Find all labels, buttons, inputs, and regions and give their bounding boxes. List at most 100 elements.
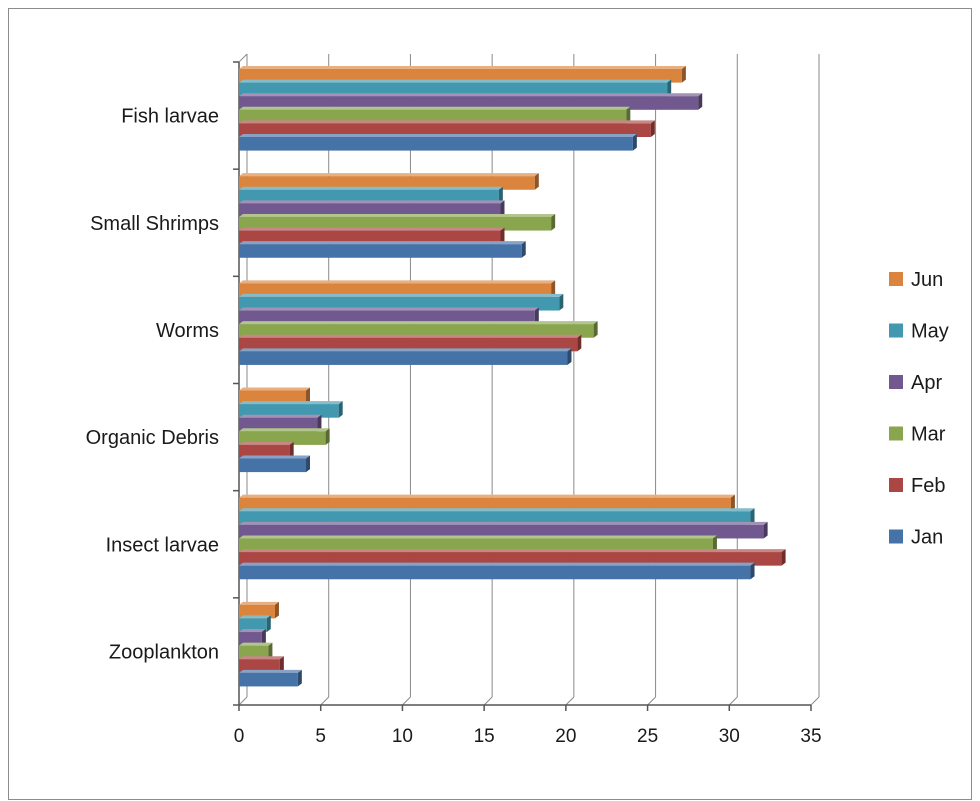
bar-may — [239, 615, 271, 633]
bar-top-face — [239, 280, 556, 284]
bar-front-face — [239, 69, 682, 83]
bar-front-face — [239, 511, 751, 525]
bar-feb — [239, 334, 582, 352]
legend-label: Apr — [911, 372, 942, 394]
bar-top-face — [239, 120, 655, 124]
legend-item-feb: Feb — [889, 475, 945, 497]
bar-top-face — [239, 428, 330, 432]
bar-end-face — [266, 615, 271, 633]
bar-feb — [239, 656, 284, 673]
bar-end-face — [289, 441, 294, 459]
bar-top-face — [239, 213, 556, 217]
category-label: Organic Debris — [86, 427, 219, 449]
bar-top-face — [239, 562, 755, 566]
category-labels: Zooplankton Insect larvae Organic Debris Wo… — [86, 106, 219, 664]
bar-top-face — [239, 642, 273, 646]
x-axis-ticks: 0 5 10 15 20 25 30 35 — [234, 705, 822, 747]
y-axis-depth-top — [238, 53, 248, 63]
bar-top-face — [239, 348, 572, 352]
category-label: Insect larvae — [106, 534, 219, 556]
bar-front-face — [239, 524, 764, 539]
bar-end-face — [274, 601, 279, 619]
bar-jun — [239, 280, 556, 297]
bar-top-face — [239, 508, 755, 512]
bar-top-face — [239, 441, 294, 445]
bar-top-face — [239, 494, 735, 498]
bar-may — [239, 508, 755, 525]
bar-top-face — [239, 387, 311, 391]
bar-mar — [239, 535, 717, 553]
bar-apr — [239, 521, 768, 539]
x-tick-label: 20 — [555, 726, 576, 747]
bar-top-face — [239, 535, 717, 539]
bar-end-face — [534, 307, 539, 325]
bar-top-face — [239, 227, 505, 231]
bar-top-face — [239, 186, 503, 190]
bar-end-face — [268, 642, 273, 660]
category-label: Worms — [156, 320, 219, 342]
bar-front-face — [239, 96, 699, 110]
bar-end-face — [750, 562, 755, 580]
bar-front-face — [239, 458, 307, 473]
floor-gridline — [402, 696, 411, 706]
axes — [233, 53, 811, 706]
legend-item-may: May — [889, 321, 949, 343]
bar-front-face — [239, 82, 668, 97]
bar-top-face — [239, 669, 302, 673]
bar-end-face — [500, 200, 505, 217]
bar-mar — [239, 106, 631, 124]
bar-front-face — [239, 390, 307, 405]
bar-front-face — [239, 283, 552, 297]
bar-top-face — [239, 334, 582, 338]
bar-front-face — [239, 497, 731, 512]
bar-jan — [239, 134, 637, 151]
bar-end-face — [498, 186, 503, 204]
x-tick-label: 25 — [637, 726, 658, 747]
legend: Jun May Apr Mar Feb Jan — [889, 269, 949, 549]
bar-end-face — [632, 134, 637, 151]
bar-end-face — [667, 79, 672, 97]
legend-swatch — [889, 426, 903, 441]
bar-end-face — [650, 120, 655, 137]
x-tick-label: 15 — [474, 726, 495, 747]
bar-front-face — [239, 645, 269, 660]
bar-top-face — [239, 656, 284, 660]
bar-chart: 0 5 10 15 20 25 30 35 Zooplankton Insect larvae O… — [86, 53, 949, 747]
bar-end-face — [500, 227, 505, 245]
bar-front-face — [239, 176, 535, 190]
bar-top-face — [239, 93, 703, 97]
bar-end-face — [698, 93, 703, 110]
bar-jun — [239, 66, 686, 83]
bar-feb — [239, 549, 786, 566]
bar-top-face — [239, 66, 686, 69]
bar-top-face — [239, 241, 526, 245]
bar-end-face — [261, 629, 266, 646]
bar-front-face — [239, 109, 627, 124]
bar-apr — [239, 629, 266, 646]
bar-top-face — [239, 173, 539, 177]
x-tick-label: 35 — [800, 726, 821, 747]
floor-gridline — [728, 696, 738, 706]
bar-end-face — [521, 241, 526, 258]
floor-gridline — [647, 696, 656, 706]
bar-end-face — [567, 348, 572, 365]
bar-apr — [239, 93, 703, 110]
bar-front-face — [239, 632, 262, 646]
floor-gridline — [483, 696, 493, 706]
bar-mar — [239, 642, 273, 660]
x-tick-label: 0 — [234, 726, 245, 747]
bar-front-face — [239, 604, 275, 619]
bar-end-face — [626, 106, 631, 124]
bar-apr — [239, 414, 322, 432]
legend-label: Mar — [911, 424, 946, 446]
bar-top-face — [239, 401, 343, 405]
legend-swatch — [889, 529, 903, 544]
legend-item-apr: Apr — [889, 372, 942, 394]
x-tick-label: 5 — [315, 726, 326, 747]
bar-front-face — [239, 189, 499, 204]
bar-top-face — [239, 521, 768, 525]
bar-front-face — [239, 431, 326, 445]
bar-apr — [239, 200, 505, 217]
bar-top-face — [239, 293, 564, 297]
bar-jan — [239, 562, 755, 580]
